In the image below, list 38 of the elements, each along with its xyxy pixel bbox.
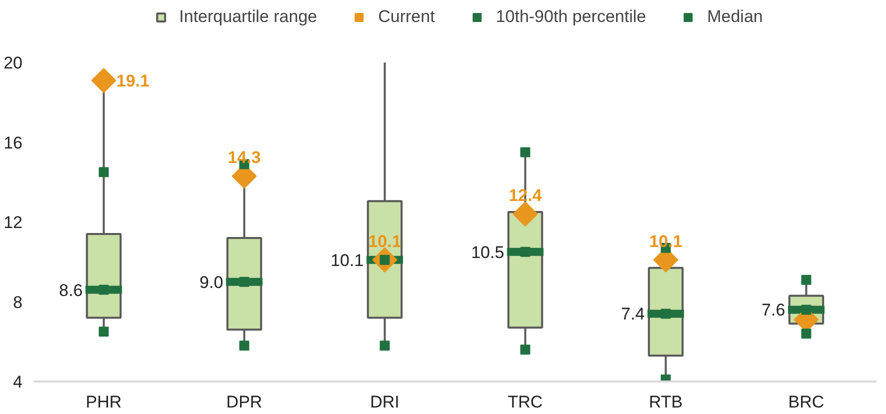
x-tick-label: DRI: [370, 392, 400, 412]
data-label: 7.4: [621, 304, 645, 324]
x-tick-label: DPR: [226, 392, 262, 412]
data-label: 14.3: [228, 148, 261, 168]
data-label: 8.6: [59, 280, 83, 300]
point: [98, 284, 109, 295]
point: [512, 202, 538, 227]
data-label: 10.1: [330, 250, 364, 270]
point: [380, 340, 390, 351]
point: [91, 68, 116, 93]
y-tick-label: 16: [4, 133, 23, 152]
legend-label: 10th-90th percentile: [496, 7, 646, 27]
point: [98, 167, 109, 178]
point: [801, 328, 812, 339]
y-tick-label: 4: [13, 372, 23, 392]
y-tick-label: 12: [4, 213, 23, 232]
data-label: 7.6: [762, 300, 786, 320]
y-tick-label: 8: [13, 292, 23, 312]
point: [520, 147, 530, 158]
point: [801, 274, 812, 285]
data-label: 19.1: [116, 71, 150, 90]
point: [520, 246, 530, 257]
x-tick-label: TRC: [508, 392, 543, 412]
point: [98, 326, 109, 337]
x-tick-label: RTB: [648, 392, 683, 412]
point: [239, 340, 250, 351]
point: [520, 344, 530, 355]
x-tick-label: BRC: [788, 392, 824, 412]
data-label: 10.1: [649, 232, 682, 251]
legend-label: Current: [378, 7, 435, 27]
x-tick-label: PHR: [86, 392, 122, 412]
legend-label: Median: [707, 7, 763, 27]
data-label: 9.0: [200, 272, 224, 292]
point: [660, 308, 671, 319]
legend-label: Interquartile range: [179, 7, 318, 27]
y-tick-label: 20: [4, 54, 23, 72]
point: [239, 276, 250, 287]
data-label: 10.5: [471, 242, 504, 262]
